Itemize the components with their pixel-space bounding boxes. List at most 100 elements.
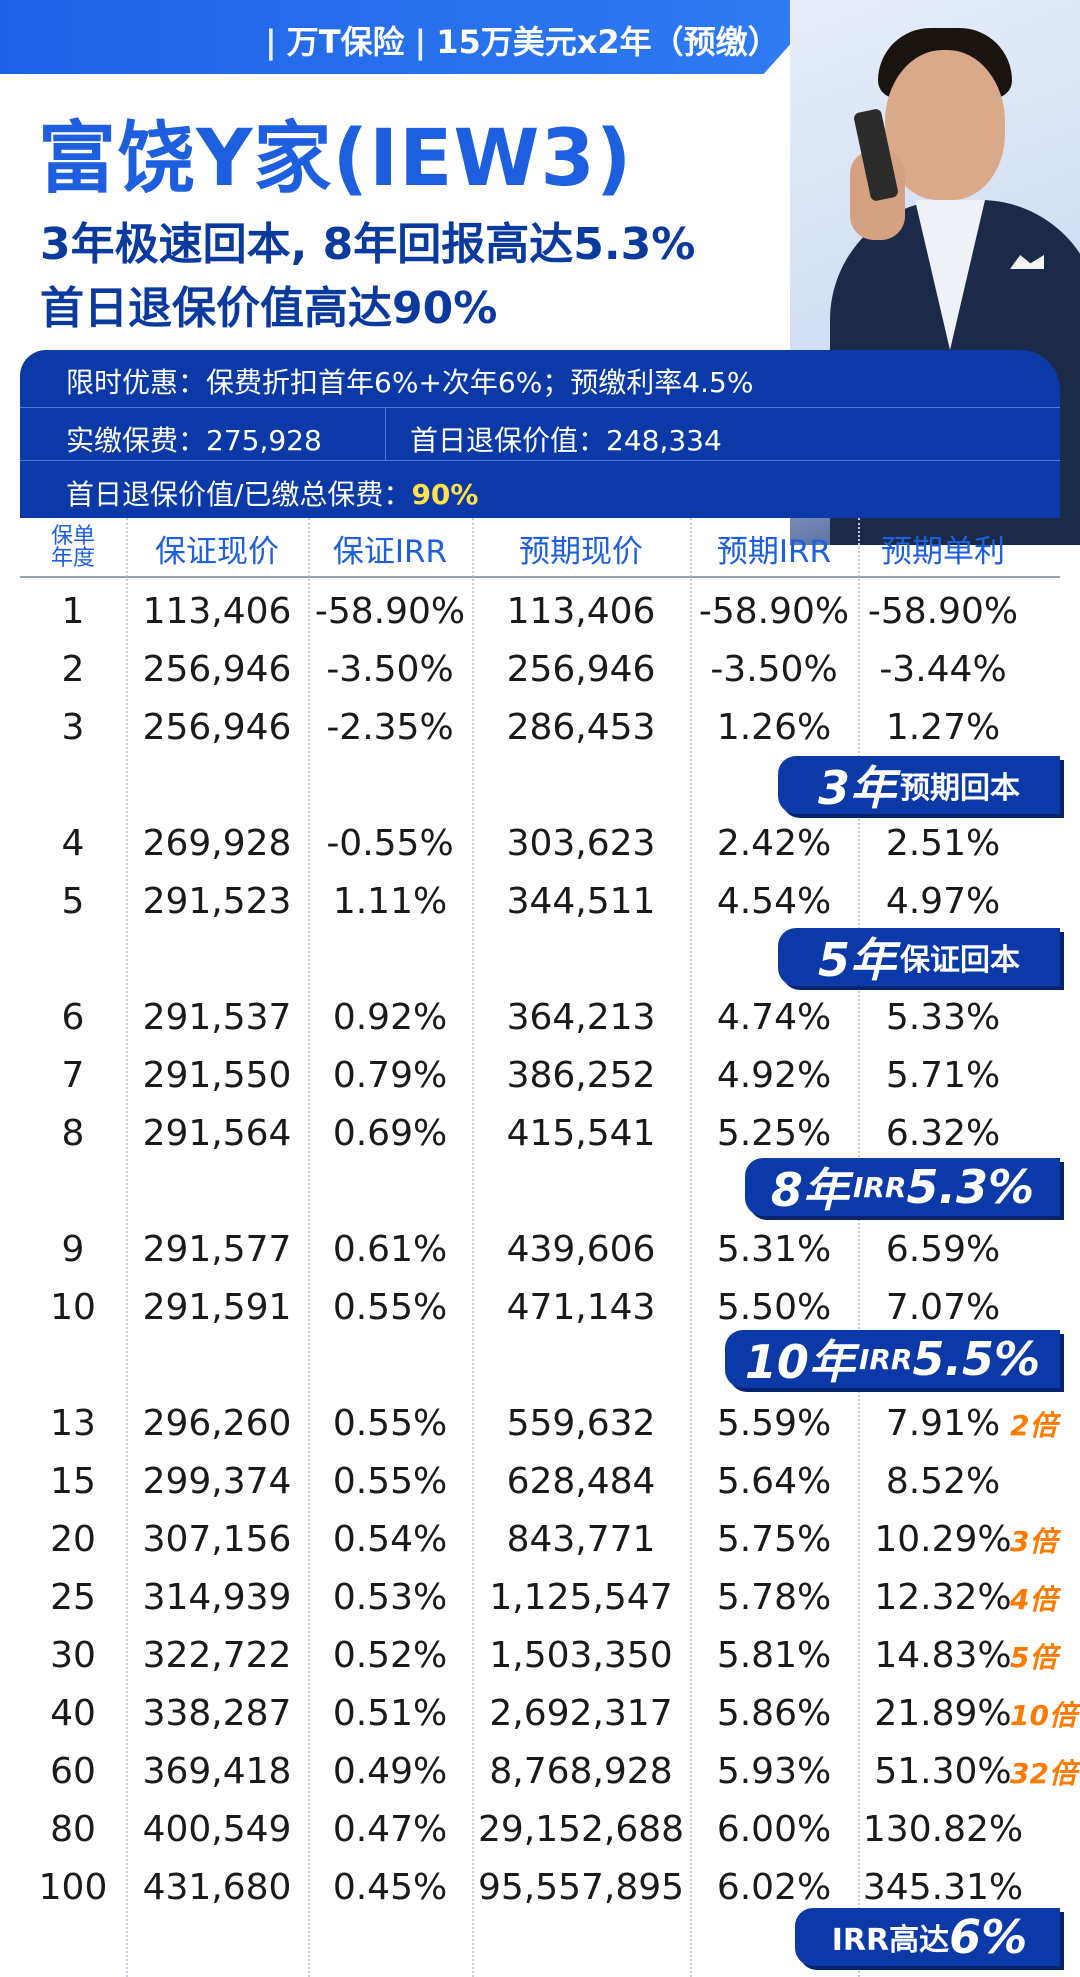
info-panel: 限时优惠：保费折扣首年6%+次年6%；预缴利率4.5% 实缴保费：275,928… bbox=[20, 350, 1060, 518]
cell-year: 3 bbox=[61, 706, 85, 748]
cell-expected-simple: 6.59% bbox=[885, 1228, 1001, 1270]
cell-expected-value: 113,406 bbox=[506, 590, 656, 632]
table-row: 80 400,549 0.47% 29,152,688 6.00% 130.82% bbox=[20, 1800, 1060, 1858]
subtitle-payback: 3年极速回本, 8年回报高达5.3% bbox=[40, 219, 696, 270]
cell-expected-irr: 2.42% bbox=[716, 822, 832, 864]
multiplier-tag: 5倍 bbox=[1010, 1641, 1058, 1674]
cell-expected-simple: 2.51% bbox=[885, 822, 1001, 864]
cell-expected-irr: 5.86% bbox=[716, 1692, 832, 1734]
cell-guaranteed-irr: 0.49% bbox=[332, 1750, 448, 1792]
multiplier-tag: 3倍 bbox=[1010, 1525, 1058, 1558]
cell-year: 30 bbox=[50, 1634, 96, 1676]
multiplier-tag: 4倍 bbox=[1010, 1583, 1058, 1616]
cell-expected-simple: 7.91% bbox=[885, 1402, 1001, 1444]
cell-expected-value: 1,125,547 bbox=[489, 1576, 673, 1618]
cell-expected-irr: 5.75% bbox=[716, 1518, 832, 1560]
table-row: 13 296,260 0.55% 559,632 5.59% 7.91% 2倍 bbox=[20, 1394, 1060, 1452]
cell-expected-value: 843,771 bbox=[506, 1518, 656, 1560]
cell-expected-simple: 345.31% bbox=[862, 1866, 1024, 1908]
top-banner bbox=[0, 0, 830, 74]
badge-8yr-irr: 8年 IRR 5.3% bbox=[745, 1158, 1060, 1217]
header-guaranteed-irr: 保证IRR bbox=[332, 533, 448, 570]
cell-expected-value: 344,511 bbox=[506, 880, 656, 922]
surrender-ratio-value: 90% bbox=[411, 478, 479, 511]
cell-guaranteed-value: 291,577 bbox=[142, 1228, 292, 1270]
cell-guaranteed-irr: 0.55% bbox=[332, 1286, 448, 1328]
header-expected-simple: 预期单利 bbox=[881, 533, 1005, 570]
badge-final-irr: IRR高达 6% bbox=[795, 1908, 1060, 1966]
badge-3yr-payback: 3年 预期回本 bbox=[778, 756, 1060, 815]
cell-guaranteed-irr: -2.35% bbox=[326, 706, 454, 748]
table-row: 20 307,156 0.54% 843,771 5.75% 10.29% 3倍 bbox=[20, 1510, 1060, 1568]
cell-year: 1 bbox=[61, 590, 85, 632]
header-expected-value: 预期现价 bbox=[519, 533, 643, 570]
cell-guaranteed-irr: -3.50% bbox=[326, 648, 454, 690]
surrender-ratio: 首日退保价值/已缴总保费：90% bbox=[66, 473, 478, 513]
cell-guaranteed-irr: -58.90% bbox=[314, 590, 466, 632]
cell-expected-value: 303,623 bbox=[506, 822, 656, 864]
cell-expected-simple: 5.33% bbox=[885, 996, 1001, 1038]
table-row: 10 291,591 0.55% 471,143 5.50% 7.07% bbox=[20, 1278, 1060, 1336]
multiplier-tag: 10倍 bbox=[1010, 1699, 1077, 1732]
cell-expected-value: 439,606 bbox=[506, 1228, 656, 1270]
cell-expected-value: 2,692,317 bbox=[489, 1692, 673, 1734]
cell-guaranteed-irr: 0.55% bbox=[332, 1402, 448, 1444]
cell-expected-irr: 4.74% bbox=[716, 996, 832, 1038]
cell-year: 80 bbox=[50, 1808, 96, 1850]
cell-guaranteed-value: 291,564 bbox=[142, 1112, 292, 1154]
cell-year: 8 bbox=[61, 1112, 85, 1154]
cell-expected-simple: 51.30% bbox=[874, 1750, 1012, 1792]
cell-guaranteed-irr: 0.79% bbox=[332, 1054, 448, 1096]
product-title: 富饶Y家(IEW3) bbox=[38, 114, 633, 204]
cell-guaranteed-value: 431,680 bbox=[142, 1866, 292, 1908]
cell-expected-simple: 12.32% bbox=[874, 1576, 1012, 1618]
cell-expected-simple: 21.89% bbox=[874, 1692, 1012, 1734]
cell-expected-simple: 130.82% bbox=[862, 1808, 1024, 1850]
column-separator bbox=[690, 518, 692, 1977]
cell-year: 6 bbox=[61, 996, 85, 1038]
cell-expected-irr: 5.25% bbox=[716, 1112, 832, 1154]
cell-expected-irr: 5.59% bbox=[716, 1402, 832, 1444]
column-separator bbox=[126, 518, 128, 1977]
cell-guaranteed-irr: 0.51% bbox=[332, 1692, 448, 1734]
cell-guaranteed-value: 299,374 bbox=[142, 1460, 292, 1502]
column-separator bbox=[308, 518, 310, 1977]
cell-guaranteed-value: 307,156 bbox=[142, 1518, 292, 1560]
header-expected-irr: 预期IRR bbox=[716, 533, 832, 570]
surrender-value-amount: 248,334 bbox=[606, 424, 722, 457]
cell-guaranteed-value: 256,946 bbox=[142, 648, 292, 690]
cell-expected-irr: -58.90% bbox=[698, 590, 850, 632]
header-guaranteed-value: 保证现价 bbox=[155, 533, 279, 570]
promo-text: 限时优惠：保费折扣首年6%+次年6%；预缴利率4.5% bbox=[66, 366, 754, 399]
cell-guaranteed-value: 256,946 bbox=[142, 706, 292, 748]
cell-guaranteed-value: 296,260 bbox=[142, 1402, 292, 1444]
cell-expected-irr: 5.81% bbox=[716, 1634, 832, 1676]
table-row: 1 113,406 -58.90% 113,406 -58.90% -58.90% bbox=[20, 582, 1060, 640]
cell-expected-simple: 14.83% bbox=[874, 1634, 1012, 1676]
paid-premium: 实缴保费：275,928 bbox=[66, 419, 322, 459]
cell-expected-irr: 5.31% bbox=[716, 1228, 832, 1270]
cell-guaranteed-value: 338,287 bbox=[142, 1692, 292, 1734]
cell-guaranteed-irr: 0.69% bbox=[332, 1112, 448, 1154]
cell-guaranteed-irr: 0.54% bbox=[332, 1518, 448, 1560]
cell-expected-value: 415,541 bbox=[506, 1112, 656, 1154]
surrender-ratio-label: 首日退保价值/已缴总保费： bbox=[66, 478, 412, 511]
cell-expected-irr: 5.78% bbox=[716, 1576, 832, 1618]
cell-year: 20 bbox=[50, 1518, 96, 1560]
cell-year: 4 bbox=[61, 822, 85, 864]
divider bbox=[385, 407, 386, 460]
cell-expected-simple: 5.71% bbox=[885, 1054, 1001, 1096]
table-row: 4 269,928 -0.55% 303,623 2.42% 2.51% bbox=[20, 814, 1060, 872]
table-row: 8 291,564 0.69% 415,541 5.25% 6.32% bbox=[20, 1104, 1060, 1162]
cell-expected-simple: -3.44% bbox=[879, 648, 1007, 690]
cell-year: 7 bbox=[61, 1054, 85, 1096]
cell-year: 2 bbox=[61, 648, 85, 690]
cell-expected-simple: 6.32% bbox=[885, 1112, 1001, 1154]
header-year: 保单 年度 bbox=[50, 524, 95, 571]
cell-guaranteed-value: 291,550 bbox=[142, 1054, 292, 1096]
badge-10yr-irr: 10年 IRR 5.5% bbox=[725, 1330, 1060, 1389]
cell-guaranteed-value: 314,939 bbox=[142, 1576, 292, 1618]
cell-year: 100 bbox=[38, 1866, 108, 1908]
table-row: 9 291,577 0.61% 439,606 5.31% 6.59% bbox=[20, 1220, 1060, 1278]
cell-expected-value: 95,557,895 bbox=[477, 1866, 685, 1908]
